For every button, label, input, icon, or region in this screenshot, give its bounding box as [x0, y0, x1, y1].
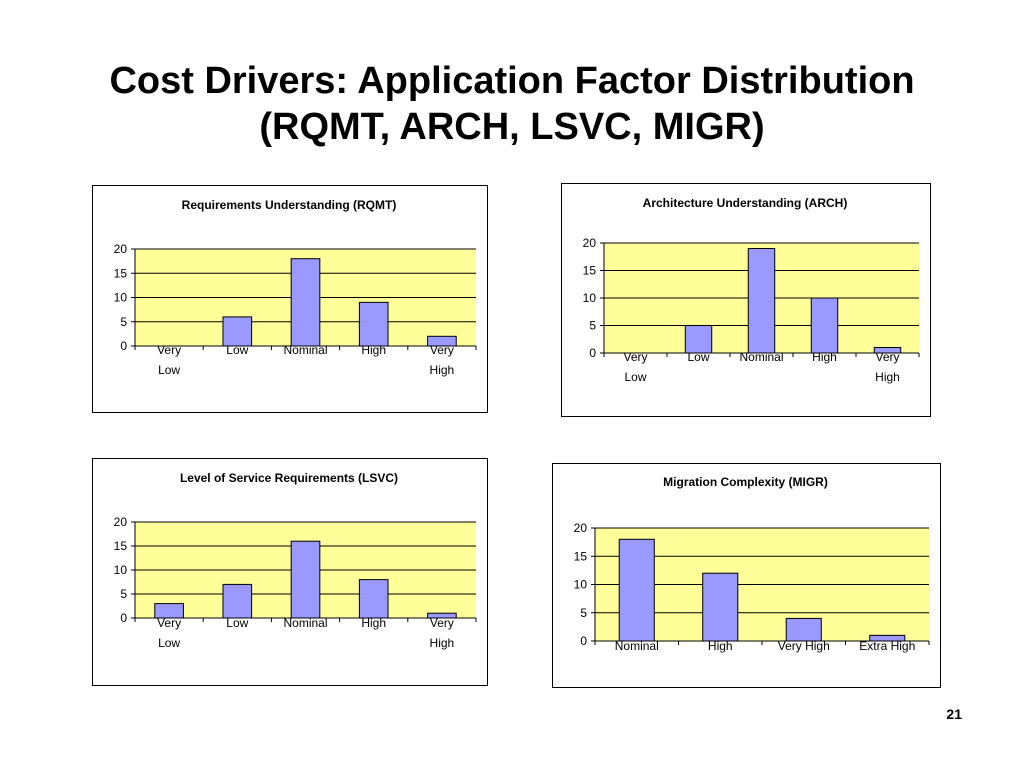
category-label-low: Low	[687, 350, 709, 364]
slide-title-line-1: Cost Drivers: Application Factor Distrib…	[109, 60, 915, 102]
bar-extra-high	[869, 634, 906, 642]
chart-arch: Architecture Understanding (ARCH) 0 5 10 15 2…	[561, 183, 931, 417]
category-label-very-low: Very	[157, 343, 181, 357]
category-label-high: High	[708, 639, 733, 653]
category-label-nominal: Nominal	[739, 350, 783, 364]
bar-nominal	[747, 248, 776, 354]
bar-very-low	[154, 603, 184, 619]
bar-high	[702, 572, 739, 642]
y-tick-label: 5	[580, 606, 587, 620]
category-label-very-high: Very	[875, 350, 899, 364]
category-label-high: High	[361, 616, 386, 630]
bar-very-high	[873, 347, 902, 354]
y-tick-label: 15	[114, 266, 128, 280]
category-label-very-high: Very High	[778, 639, 830, 653]
chart-migr: Migration Complexity (MIGR) 0 5 10 15 20 Nomin…	[552, 463, 941, 688]
y-tick-label: 20	[574, 521, 588, 535]
slide-title: Cost Drivers: Application Factor Distrib…	[0, 58, 1024, 150]
y-tick-label: 0	[120, 611, 127, 625]
y-tick-label: 15	[583, 264, 597, 278]
y-tick-label: 10	[583, 291, 597, 305]
chart-title: Requirements Understanding (RQMT)	[182, 198, 397, 212]
bar-low	[684, 325, 713, 354]
chart-title: Migration Complexity (MIGR)	[663, 475, 828, 489]
category-label-nominal: Nominal	[615, 639, 659, 653]
y-tick-label: 20	[583, 236, 597, 250]
category-label-very-low: Low	[158, 363, 180, 377]
y-tick-label: 20	[114, 515, 128, 529]
bar-high	[810, 297, 839, 354]
bar-very-high	[785, 617, 822, 642]
category-label-very-low: Low	[158, 636, 180, 650]
y-tick-label: 0	[120, 339, 127, 353]
category-label-nominal: Nominal	[283, 343, 327, 357]
category-label-low: Low	[226, 343, 248, 357]
slide-title-line-2: (RQMT, ARCH, LSVC, MIGR)	[259, 106, 765, 148]
category-label-high: High	[361, 343, 386, 357]
category-label-very-low: Very	[623, 350, 647, 364]
category-label-very-high: High	[875, 370, 900, 384]
y-tick-label: 5	[589, 319, 596, 333]
bar-nominal	[290, 258, 321, 347]
y-tick-label: 20	[114, 242, 128, 256]
y-tick-label: 0	[580, 634, 587, 648]
y-tick-label: 15	[574, 549, 588, 563]
chart-lsvc: Level of Service Requirements (LSVC) 0 5 10…	[92, 458, 488, 686]
chart-svg: Level of Service Requirements (LSVC) 0 5 10…	[114, 471, 477, 650]
bar-low	[222, 316, 253, 347]
bar-very-high	[427, 612, 457, 619]
bar-nominal	[618, 538, 655, 642]
y-tick-label: 5	[120, 587, 127, 601]
category-label-very-low: Low	[624, 370, 646, 384]
y-tick-label: 10	[114, 291, 128, 305]
category-label-high: High	[812, 350, 837, 364]
bar-nominal	[290, 540, 321, 619]
y-tick-label: 0	[589, 346, 596, 360]
chart-svg: Requirements Understanding (RQMT) 0 5 10 15 2…	[114, 198, 477, 377]
chart-title: Level of Service Requirements (LSVC)	[180, 471, 398, 485]
category-label-very-high: Very	[430, 343, 454, 357]
category-label-very-high: High	[430, 363, 455, 377]
y-tick-label: 10	[574, 578, 588, 592]
bar-high	[358, 301, 389, 347]
page-number: 21	[946, 706, 962, 722]
chart-svg: Migration Complexity (MIGR) 0 5 10 15 20 Nomin…	[574, 475, 930, 653]
y-tick-label: 15	[114, 539, 128, 553]
category-label-extra-high: Extra High	[859, 639, 915, 653]
bar-low	[222, 583, 253, 619]
y-tick-label: 10	[114, 563, 128, 577]
category-label-very-high: Very	[430, 616, 454, 630]
bar-very-high	[427, 335, 457, 347]
category-label-very-high: High	[430, 636, 455, 650]
bar-high	[358, 579, 389, 619]
y-tick-label: 5	[120, 315, 127, 329]
category-label-very-low: Very	[157, 616, 181, 630]
chart-rqmt: Requirements Understanding (RQMT) 0 5 10 15 2…	[92, 185, 488, 413]
category-label-low: Low	[226, 616, 248, 630]
chart-svg: Architecture Understanding (ARCH) 0 5 10 15 2…	[583, 196, 920, 384]
category-label-nominal: Nominal	[283, 616, 327, 630]
chart-title: Architecture Understanding (ARCH)	[643, 196, 848, 210]
